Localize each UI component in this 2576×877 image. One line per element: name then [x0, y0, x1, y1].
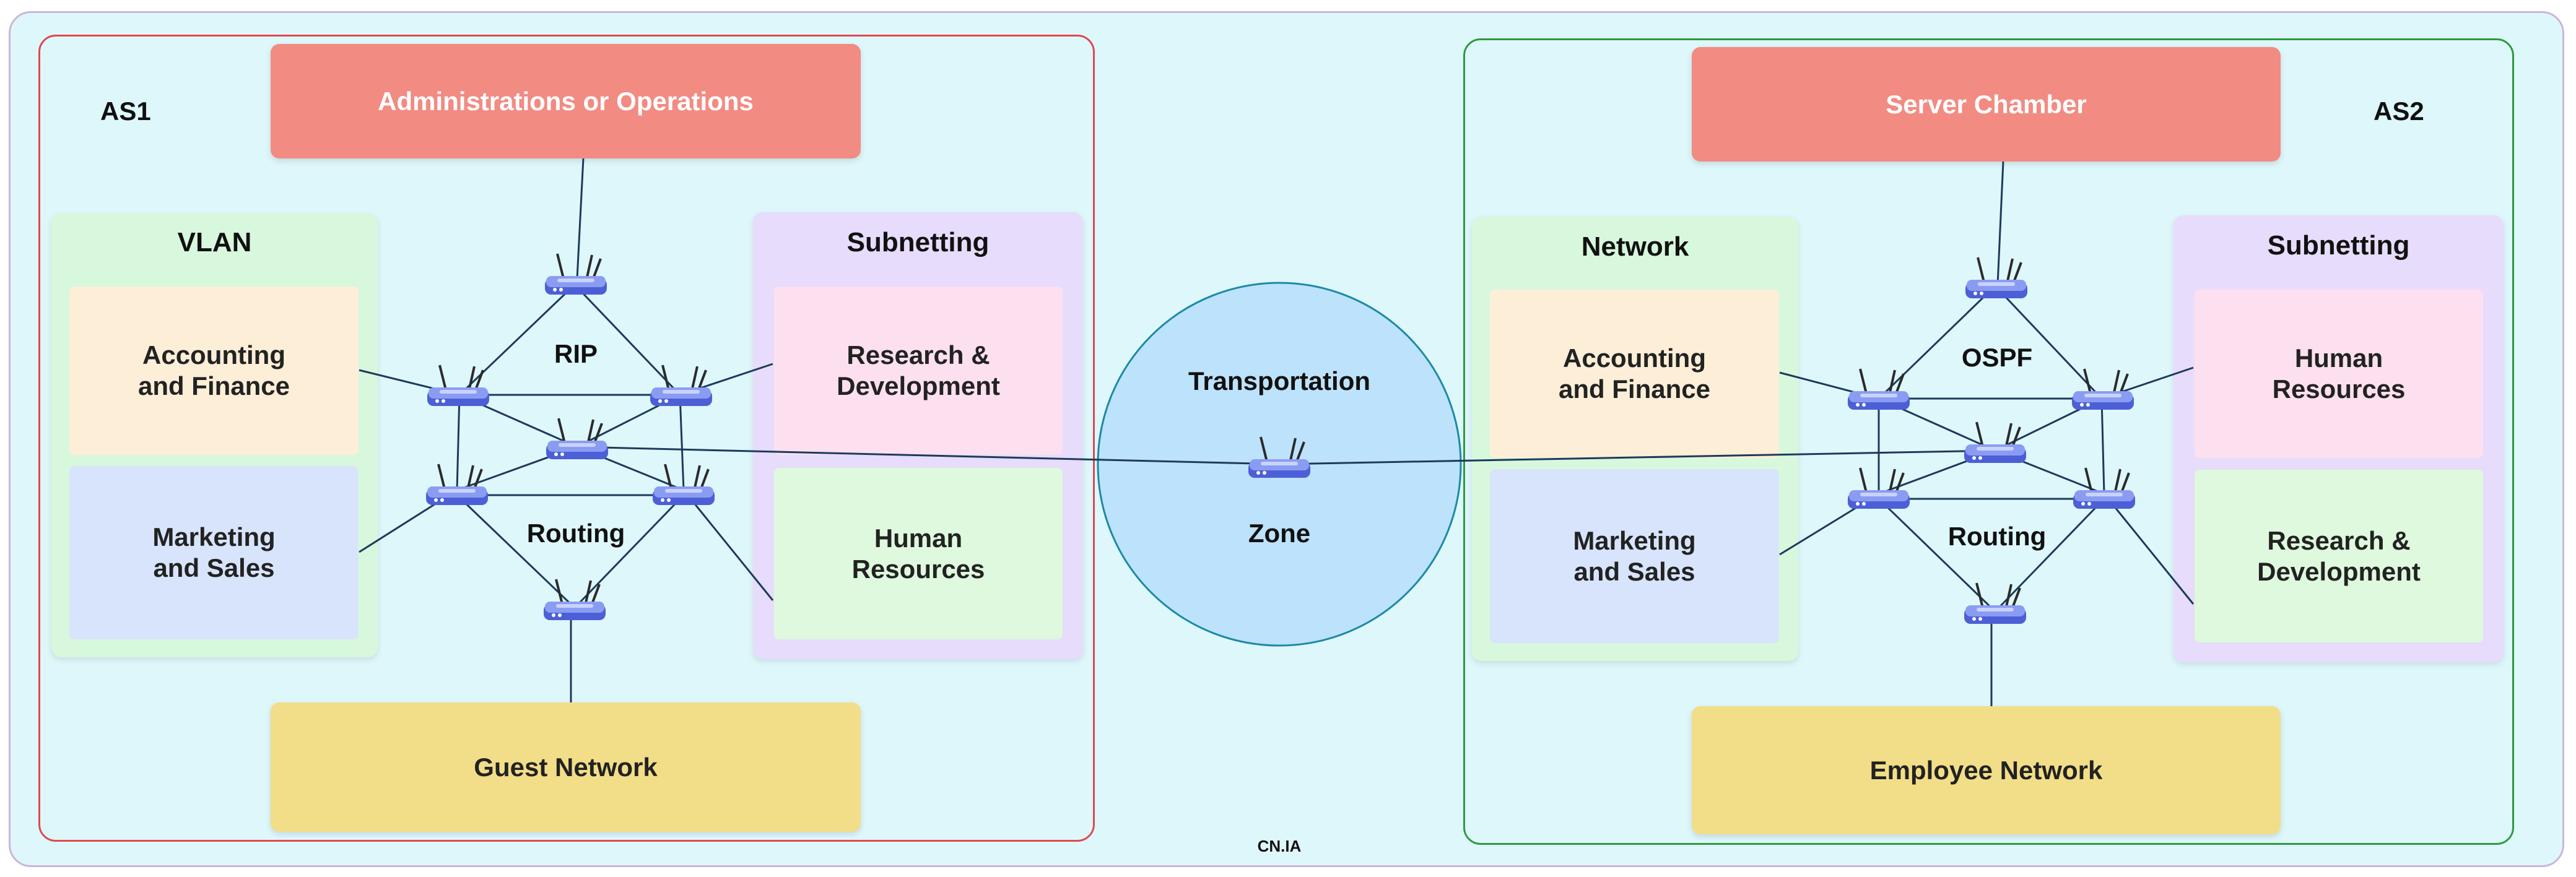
transport-label-top: Transportation — [1188, 366, 1371, 395]
transport-label-bottom: Zone — [1248, 519, 1311, 548]
as2-label: AS2 — [2374, 97, 2424, 126]
router-icon — [2071, 368, 2135, 411]
as1-subnetting-panel: Subnetting Research & Development Human … — [753, 212, 1083, 659]
as1-vlan-item-marketing: Marketing and Sales — [69, 466, 359, 639]
as2-network-item-marketing: Marketing and Sales — [1490, 469, 1779, 643]
as2-employee-network-block: Employee Network — [1692, 706, 2281, 834]
as2-network-item-accounting: Accounting and Finance — [1490, 290, 1779, 458]
as2-subnetting-item-hr: Human Resources — [2195, 290, 2483, 458]
as2-protocol-label: OSPF — [1961, 343, 2033, 372]
as1-boundary — [38, 35, 1095, 842]
as1-label: AS1 — [100, 97, 151, 126]
as2-subnetting-item-research: Research & Development — [2195, 470, 2483, 642]
router-icon — [649, 364, 713, 407]
as1-routing-label: Routing — [526, 519, 625, 548]
router-icon — [426, 364, 490, 407]
as1-vlan-panel: VLAN Accounting and Finance Marketing an… — [51, 214, 378, 657]
as1-vlan-title: VLAN — [177, 227, 252, 257]
as2-network-title: Network — [1581, 231, 1689, 262]
router-icon — [1963, 421, 2027, 464]
as2-network-panel: Network Accounting and Finance Marketing… — [1472, 217, 1798, 661]
as2-routers — [1847, 256, 2136, 625]
as2-subnetting-panel: Subnetting Human Resources Research & De… — [2174, 215, 2504, 662]
as1-subnetting-item-research: Research & Development — [774, 287, 1063, 455]
as1-vlan-item-accounting: Accounting and Finance — [69, 287, 359, 455]
router-icon — [1847, 368, 1911, 411]
router-icon — [544, 253, 608, 296]
as1-subnetting-title: Subnetting — [846, 227, 990, 257]
footer-label: CN.IA — [1257, 837, 1302, 855]
as1-admin-block: Administrations or Operations — [271, 44, 861, 158]
as2-boundary — [1463, 38, 2514, 845]
router-icon — [545, 417, 609, 460]
as1-subnetting-item-hr: Human Resources — [774, 468, 1063, 639]
as2-routing-label: Routing — [1947, 522, 2047, 551]
as1-protocol-label: RIP — [554, 339, 598, 368]
router-icon — [1964, 256, 2029, 300]
as1-routers — [425, 253, 716, 621]
as1-guest-network-block: Guest Network — [271, 702, 861, 832]
as2-server-chamber-block: Server Chamber — [1692, 47, 2281, 162]
as2-subnetting-title: Subnetting — [2267, 230, 2410, 261]
